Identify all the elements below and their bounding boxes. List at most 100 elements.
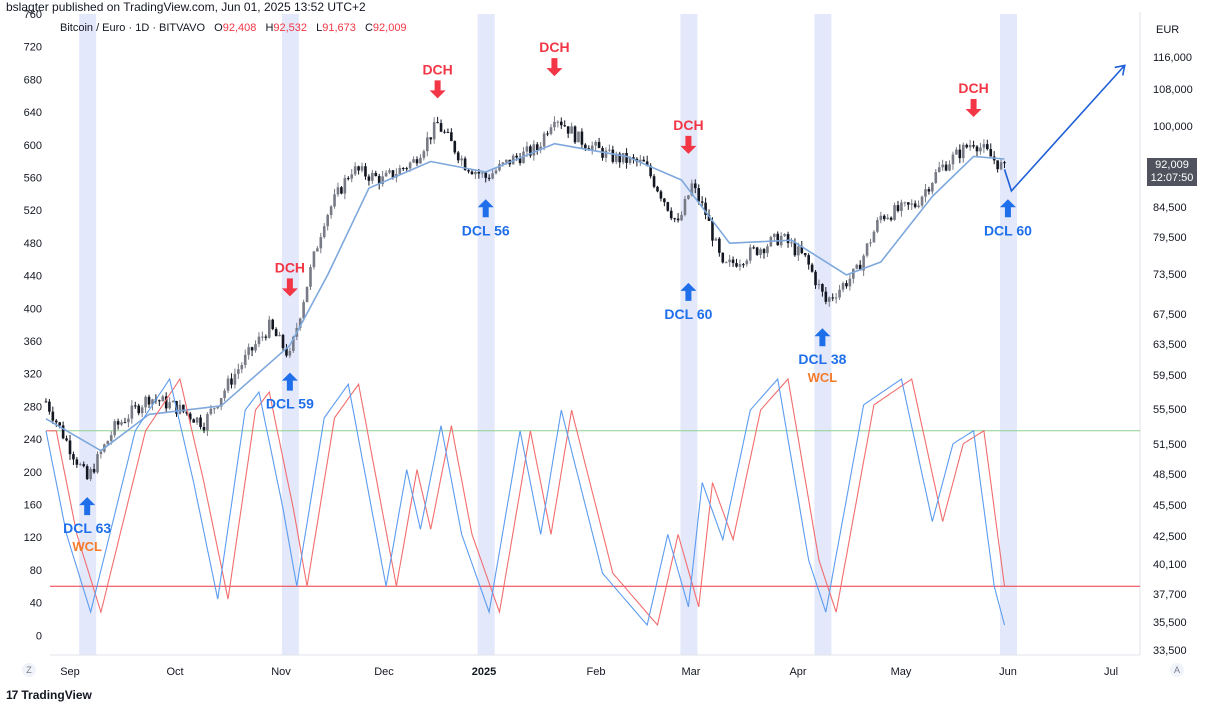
candle-body [882,215,886,220]
time-axis-tick: Mar [682,666,701,678]
candle-body [281,334,285,349]
candle-body [858,264,862,271]
left-axis-tick: 640 [24,107,42,119]
candle-body [171,400,175,403]
publish-info: bslagter published on TradingView.com, J… [6,0,366,14]
candle-body [137,405,141,414]
candle-body [219,398,223,407]
candle-body [209,408,213,415]
candles [44,116,1006,482]
candle-body [99,451,103,455]
candle-body [817,284,821,286]
candle-body [274,329,278,337]
dch-label: DCH [275,259,305,275]
high-value: 92,532 [273,22,308,34]
candle-body [669,210,673,219]
high-label: H [265,22,274,34]
candle-body [968,145,972,148]
candle-body [580,131,584,145]
right-axis-tick: 63,500 [1153,339,1187,351]
candle-body [656,186,659,192]
candle-body [522,151,525,164]
candle-body [937,167,941,173]
candle-body [642,159,646,162]
candle-body [75,459,79,465]
candle-body [322,226,326,238]
right-axis-tick: 40,100 [1153,559,1187,571]
candle-body [731,259,735,264]
low-label: L [316,22,323,34]
candle-body [278,334,281,337]
candle-body [408,162,412,169]
candle-body [515,155,518,158]
candle-body [470,171,474,175]
candle-body [446,131,450,133]
candle-body [924,189,927,197]
candle-body [144,396,147,408]
stochastic-d-line [46,377,1006,627]
zoom-button[interactable]: Z [22,663,36,677]
candle-body [350,174,354,179]
candle-body [68,440,72,455]
candle-body [831,297,835,299]
right-axis-tick: 100,000 [1153,121,1193,133]
candle-body [309,267,312,287]
candle-body [986,144,989,150]
candle-body [659,191,663,199]
candle-body [120,422,123,425]
candle-body [460,158,463,161]
candle-body [614,153,618,162]
dcl-label: DCL 60 [984,222,1032,238]
candle-body [113,421,116,436]
candle-body [724,262,728,264]
candle-body [762,249,766,254]
cycle-band [680,14,698,655]
candle-body [467,170,470,172]
moving-average-line [45,142,1005,452]
candle-body [58,422,61,426]
candle-body [340,187,343,194]
candle-body [374,172,378,177]
candle-body [584,144,587,149]
candle-body [793,242,797,256]
right-axis-tick: 67,500 [1153,309,1187,321]
candle-body [711,221,714,241]
low-value: 91,673 [322,22,356,34]
wcl-label: WCL [72,539,102,554]
candle-body [542,133,546,147]
candle-body [182,404,185,412]
left-axis-tick: 40 [30,598,42,610]
time-axis: Sep Oct Nov Dec 2025 Feb Mar Apr May Jun Jul [60,666,1118,678]
candle-body [790,242,793,244]
candle-body [704,202,707,215]
candle-body [178,404,182,414]
candle-body [906,202,910,205]
candle-body [876,220,879,232]
symbol-name: Bitcoin / Euro · 1D · BITVAVO [60,22,206,34]
candle-body [546,133,549,135]
candle-body [728,259,731,263]
right-axis-tick: 51,500 [1153,439,1187,451]
current-price-badge: 92,009 12:07:50 [1147,158,1197,186]
candle-body [140,407,144,414]
time-axis-tick: Jul [1104,666,1118,678]
dch-label: DCH [673,117,703,133]
candle-body [498,164,501,171]
candle-body [72,454,75,460]
candle-body [443,131,446,133]
auto-scale-button[interactable]: A [1170,663,1184,677]
candle-body [371,172,374,181]
brand-name: TradingView [21,688,92,702]
candle-body [185,411,189,414]
candle-body [346,178,350,180]
candle-body [230,378,233,385]
candle-body [834,297,838,299]
candle-body [532,144,536,156]
candle-body [474,171,477,175]
candle-body [439,123,443,132]
candle-body [388,170,391,173]
candle-body [44,401,48,403]
open-label: O [214,22,223,34]
candle-body [738,264,742,267]
